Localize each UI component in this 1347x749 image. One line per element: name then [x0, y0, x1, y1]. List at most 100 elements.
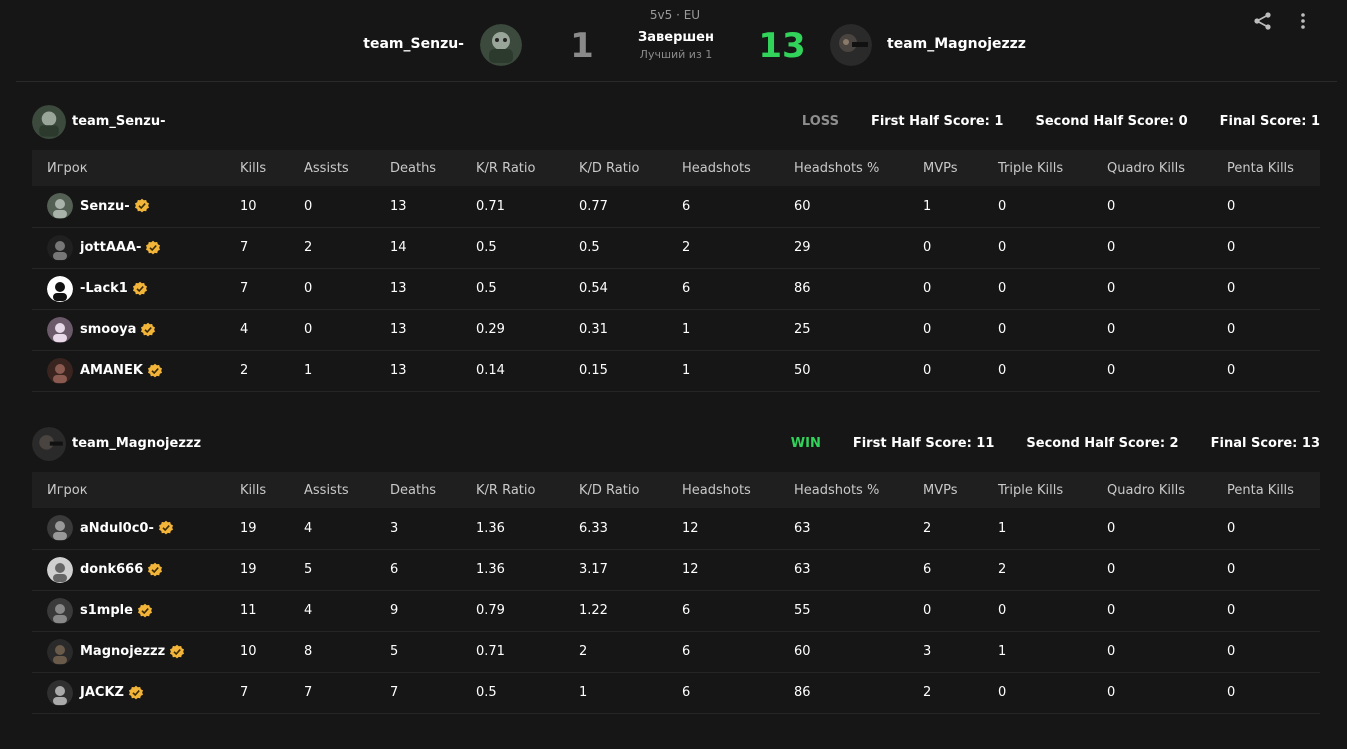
stat-cell: 2 [998, 562, 1007, 577]
stat-cell: 0.14 [476, 363, 505, 378]
column-header[interactable]: MVPs [923, 482, 958, 498]
player-avatar[interactable] [47, 556, 73, 583]
player-avatar[interactable] [47, 597, 73, 624]
player-avatar[interactable] [47, 193, 73, 220]
share-icon[interactable] [1252, 10, 1274, 32]
player-name[interactable]: jottAAA- [80, 240, 142, 255]
more-vertical-icon[interactable] [1292, 10, 1314, 32]
player-name[interactable]: smooya [80, 322, 137, 337]
stat-cell: 63 [794, 520, 811, 536]
player-link[interactable]: AMANEK [32, 357, 240, 384]
team-name[interactable]: team_Magnojezzz [72, 436, 202, 451]
stat-cell: 0 [1107, 520, 1116, 536]
player-avatar[interactable] [47, 357, 73, 384]
column-header[interactable]: Penta Kills [1227, 160, 1294, 176]
player-cell: JACKZ [32, 672, 240, 713]
column-header[interactable]: Triple Kills [998, 482, 1064, 498]
column-header[interactable]: K/D Ratio [579, 160, 640, 176]
stat-cell: 11 [240, 603, 257, 618]
player-avatar[interactable] [47, 515, 73, 542]
column-header[interactable]: Deaths [390, 160, 437, 176]
column-header[interactable]: Deaths [390, 482, 437, 498]
player-name[interactable]: s1mple [80, 603, 133, 618]
team-avatar [32, 427, 66, 461]
player-name[interactable]: AMANEK [80, 363, 143, 378]
player-avatar[interactable] [47, 234, 73, 261]
column-header[interactable]: Kills [240, 482, 267, 498]
team2-score: 13 [758, 26, 806, 66]
player-name[interactable]: donk666 [80, 562, 144, 577]
player-link[interactable]: smooya [32, 316, 240, 343]
player-link[interactable]: Senzu- [32, 193, 240, 220]
stat-cell: 0 [1107, 562, 1116, 577]
player-link[interactable]: aNdul0c0- [32, 515, 240, 542]
column-header[interactable]: Penta Kills [1227, 482, 1294, 498]
stat-cell: 5 [390, 644, 399, 659]
column-header[interactable]: Triple Kills [998, 160, 1064, 176]
column-header[interactable]: Игрок [47, 482, 88, 498]
player-link[interactable]: Magnojezzz [32, 638, 240, 665]
stat-cell: 0 [923, 363, 932, 378]
player-name[interactable]: aNdul0c0- [80, 520, 154, 536]
column-header[interactable]: MVPs [923, 160, 958, 176]
team-name[interactable]: team_Senzu- [72, 114, 166, 129]
table-row[interactable]: aNdul0c0- 19 4 3 1.36 6.33 12 63 2 1 0 0 [32, 508, 1320, 549]
team1-avatar[interactable] [480, 24, 522, 66]
stat-cell: 19 [240, 562, 257, 577]
team1-name[interactable]: team_Senzu- [363, 36, 464, 52]
column-header[interactable]: K/R Ratio [476, 482, 536, 498]
column-header[interactable]: Assists [304, 160, 349, 176]
player-avatar[interactable] [47, 638, 73, 665]
table-row[interactable]: donk666 19 5 6 1.36 3.17 12 63 6 2 0 0 [32, 549, 1320, 590]
column-header[interactable]: Headshots % [794, 160, 880, 176]
stat-cell: 6 [682, 603, 691, 618]
verified-badge-icon [169, 644, 185, 660]
player-link[interactable]: -Lack1 [32, 275, 240, 302]
first-half-score: First Half Score: 11 [852, 436, 995, 451]
player-name[interactable]: -Lack1 [80, 281, 128, 296]
player-link[interactable]: jottAAA- [32, 234, 240, 261]
column-header[interactable]: Headshots % [794, 482, 880, 498]
stat-cell: 0.15 [579, 363, 608, 378]
team-avatar [32, 105, 66, 139]
column-header[interactable]: Игрок [47, 160, 88, 176]
table-row[interactable]: JACKZ 7 7 7 0.5 1 6 86 2 0 0 0 [32, 672, 1320, 713]
column-header[interactable]: Headshots [682, 160, 751, 176]
player-link[interactable]: donk666 [32, 556, 240, 583]
player-avatar[interactable] [47, 275, 73, 302]
team2-name[interactable]: team_Magnojezzz [887, 36, 1026, 52]
stat-cell: 2 [923, 685, 932, 700]
stat-cell: 0.5 [476, 281, 497, 296]
table-row[interactable]: Magnojezzz 10 8 5 0.71 2 6 60 3 1 0 0 [32, 631, 1320, 672]
column-header[interactable]: Headshots [682, 482, 751, 498]
player-name[interactable]: JACKZ [80, 685, 124, 700]
table-row[interactable]: s1mple 11 4 9 0.79 1.22 6 55 0 0 0 0 [32, 590, 1320, 631]
table-row[interactable]: Senzu- 10 0 13 0.71 0.77 6 60 1 0 0 0 [32, 186, 1320, 227]
stat-cell: 7 [304, 685, 313, 700]
table-row[interactable]: AMANEK 2 1 13 0.14 0.15 1 50 0 0 0 0 [32, 350, 1320, 391]
team2-avatar[interactable] [830, 24, 872, 66]
player-cell: -Lack1 [32, 268, 240, 309]
column-header[interactable]: K/D Ratio [579, 482, 640, 498]
table-row[interactable]: -Lack1 7 0 13 0.5 0.54 6 86 0 0 0 0 [32, 268, 1320, 309]
stat-cell: 6 [682, 281, 691, 296]
column-header[interactable]: Kills [240, 160, 267, 176]
column-header[interactable]: Quadro Kills [1107, 160, 1185, 176]
table-row[interactable]: smooya 4 0 13 0.29 0.31 1 25 0 0 0 0 [32, 309, 1320, 350]
player-link[interactable]: JACKZ [32, 679, 240, 706]
stat-cell: 2 [682, 240, 691, 255]
stat-cell: 0 [1227, 520, 1236, 536]
stat-cell: 6 [390, 562, 399, 577]
column-header[interactable]: Assists [304, 482, 349, 498]
column-header[interactable]: K/R Ratio [476, 160, 536, 176]
column-header[interactable]: Quadro Kills [1107, 482, 1185, 498]
table-row[interactable]: jottAAA- 7 2 14 0.5 0.5 2 29 0 0 0 0 [32, 227, 1320, 268]
player-name[interactable]: Senzu- [80, 198, 130, 214]
verified-badge-icon [147, 363, 163, 379]
player-name[interactable]: Magnojezzz [80, 644, 166, 659]
stat-cell: 19 [240, 520, 257, 536]
player-link[interactable]: s1mple [32, 597, 240, 624]
player-avatar[interactable] [47, 316, 73, 343]
player-avatar[interactable] [47, 679, 73, 706]
player-cell: Senzu- [32, 186, 240, 227]
